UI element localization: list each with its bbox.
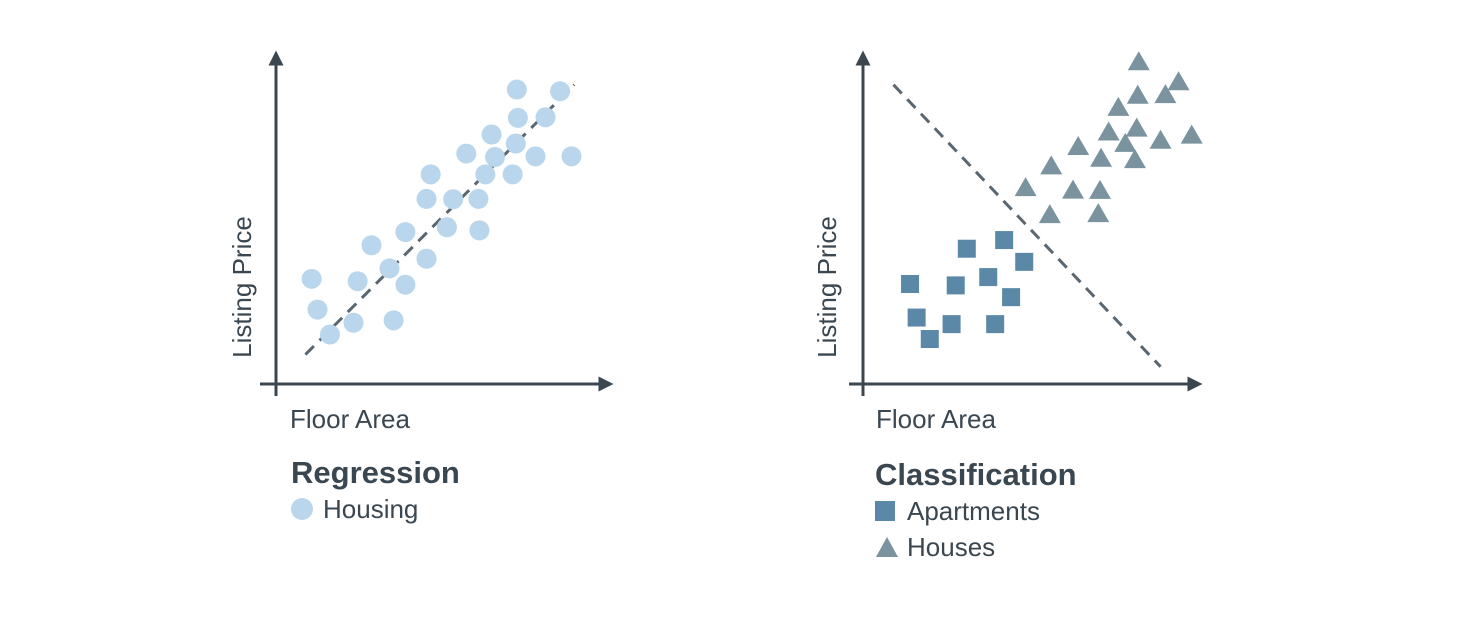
apartments-point-8 xyxy=(995,231,1014,250)
housing-point-15 xyxy=(456,143,477,164)
housing-point-4 xyxy=(347,271,368,292)
housing-point-1 xyxy=(307,299,328,320)
housing-point-9 xyxy=(395,274,416,295)
houses-point-7 xyxy=(1090,147,1113,167)
classification-legend: Classification Apartments Houses xyxy=(875,457,1077,565)
triangle-marker-icon xyxy=(876,537,898,557)
houses-point-4 xyxy=(1067,135,1090,155)
housing-point-11 xyxy=(416,188,437,209)
housing-point-7 xyxy=(383,310,404,331)
classification-x-axis-label: Floor Area xyxy=(876,404,996,434)
houses-point-14 xyxy=(1127,51,1150,71)
housing-point-22 xyxy=(505,133,526,154)
houses-point-9 xyxy=(1107,96,1130,116)
housing-point-25 xyxy=(525,146,546,167)
housing-point-8 xyxy=(395,222,416,243)
apartments-point-7 xyxy=(986,315,1005,334)
regression-dashed-line xyxy=(304,83,576,356)
legend-item-housing: Housing xyxy=(291,491,460,527)
regression-y-axis-label: Listing Price xyxy=(227,216,257,358)
houses-point-13 xyxy=(1126,84,1149,104)
housing-point-10 xyxy=(416,248,437,269)
housing-point-19 xyxy=(481,124,502,145)
classification-title: Classification xyxy=(875,457,1077,492)
regression-chart: Listing Price Floor Area xyxy=(227,50,614,434)
regression-x-axis-label: Floor Area xyxy=(290,404,410,434)
houses-point-16 xyxy=(1154,84,1177,104)
apartments-point-1 xyxy=(907,308,926,327)
legend-label-houses: Houses xyxy=(907,531,996,562)
houses-point-3 xyxy=(1062,179,1085,199)
housing-point-28 xyxy=(561,146,582,167)
housing-point-18 xyxy=(475,164,496,185)
housing-point-12 xyxy=(420,164,441,185)
apartments-point-6 xyxy=(979,268,998,287)
classification-dashed-line xyxy=(892,83,1162,368)
housing-point-14 xyxy=(443,189,464,210)
housing-point-26 xyxy=(535,107,556,128)
housing-point-2 xyxy=(319,324,340,345)
classification-y-axis-label: Listing Price xyxy=(812,216,842,358)
circle-marker-icon xyxy=(291,498,313,520)
housing-point-6 xyxy=(379,258,400,279)
housing-point-24 xyxy=(507,107,528,128)
regression-legend: Regression Housing xyxy=(291,455,460,527)
legend-item-apartments: Apartments xyxy=(875,493,1077,529)
housing-point-13 xyxy=(436,217,457,238)
houses-point-15 xyxy=(1149,129,1172,149)
houses-point-17 xyxy=(1167,71,1190,91)
housing-point-23 xyxy=(506,79,527,100)
houses-point-11 xyxy=(1123,149,1146,169)
apartments-point-0 xyxy=(901,275,920,294)
apartments-point-10 xyxy=(1015,252,1034,271)
apartments-point-9 xyxy=(1002,288,1021,307)
houses-point-10 xyxy=(1114,132,1137,152)
houses-point-2 xyxy=(1040,155,1063,175)
housing-point-5 xyxy=(361,235,382,256)
housing-point-16 xyxy=(469,220,490,241)
houses-point-8 xyxy=(1097,121,1120,141)
housing-point-17 xyxy=(468,188,489,209)
legend-label-apartments: Apartments xyxy=(907,495,1040,526)
classification-chart: Listing Price Floor Area xyxy=(812,50,1203,434)
houses-point-1 xyxy=(1038,204,1061,224)
housing-point-21 xyxy=(502,164,523,185)
housing-point-20 xyxy=(485,147,506,168)
apartments-point-4 xyxy=(946,276,965,295)
apartments-point-2 xyxy=(920,330,939,349)
apartments-point-5 xyxy=(957,239,976,258)
legend-label-housing: Housing xyxy=(323,493,419,524)
housing-point-3 xyxy=(343,312,364,333)
regression-title: Regression xyxy=(291,455,460,490)
houses-point-0 xyxy=(1014,177,1037,197)
housing-point-27 xyxy=(550,81,571,102)
houses-point-5 xyxy=(1087,203,1110,223)
houses-point-18 xyxy=(1180,124,1203,144)
housing-point-0 xyxy=(301,268,322,289)
apartments-point-3 xyxy=(942,315,961,334)
legend-item-houses: Houses xyxy=(875,529,1077,565)
houses-point-6 xyxy=(1089,179,1112,199)
square-marker-icon xyxy=(875,501,895,521)
houses-point-12 xyxy=(1125,117,1148,137)
